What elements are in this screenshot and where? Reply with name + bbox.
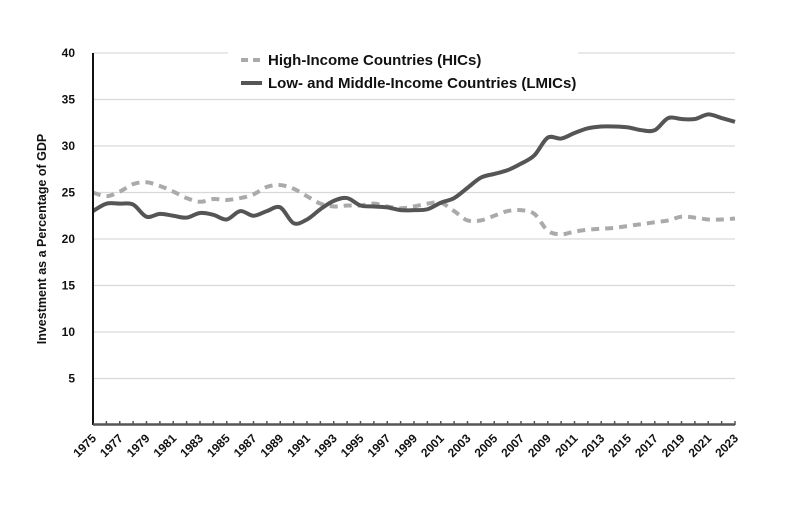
x-tick-label: 2019 (659, 431, 688, 460)
x-tick-label: 1979 (124, 431, 153, 460)
x-tick-label: 1991 (284, 431, 313, 460)
x-tick-label: 1987 (231, 431, 260, 460)
x-tick-label: 1993 (311, 431, 340, 460)
x-tick-label: 1977 (97, 431, 126, 460)
y-tick-labels: 5 10 15 20 25 30 35 40 (62, 46, 76, 386)
gridlines (93, 52, 735, 380)
legend-label-hics: High-Income Countries (HICs) (268, 52, 481, 69)
y-tick-label: 40 (62, 46, 76, 60)
x-tick-label: 2005 (472, 431, 501, 460)
x-tick-label: 2015 (605, 431, 634, 460)
x-tick-label: 2013 (579, 431, 608, 460)
x-tick-label: 2023 (712, 431, 741, 460)
x-tick-label: 1997 (365, 431, 394, 460)
x-tick-label: 1981 (151, 431, 180, 460)
x-tick-label: 1999 (391, 431, 420, 460)
x-tick-label: 1975 (70, 431, 99, 460)
x-tick-label: 1995 (338, 431, 367, 460)
y-tick-label: 25 (62, 186, 76, 200)
x-tick-label: 2017 (632, 431, 661, 460)
series-lines (91, 112, 736, 237)
x-tick-label: 2011 (552, 431, 581, 460)
legend-background (228, 44, 578, 96)
x-tick-label: 1983 (177, 431, 206, 460)
x-tick-label: 2003 (445, 431, 474, 460)
x-tick-label: 1989 (258, 431, 287, 460)
y-axis-label: Investment as a Percentage of GDP (35, 134, 49, 345)
y-tick-label: 10 (62, 325, 76, 339)
x-tick-label: 1985 (204, 431, 233, 460)
x-tick-label: 2007 (498, 431, 527, 460)
y-tick-label: 20 (62, 232, 76, 246)
y-tick-label: 35 (62, 93, 76, 107)
x-tick-label: 2021 (686, 431, 715, 460)
x-tick-label: 2001 (418, 431, 447, 460)
legend-label-lmics: Low- and Middle-Income Countries (LMICs) (268, 75, 576, 92)
x-tick-labels: 1975197719791981198319851987198919911993… (70, 421, 741, 460)
legend: High-Income Countries (HICs) Low- and Mi… (228, 44, 578, 96)
y-tick-label: 15 (62, 279, 76, 293)
y-tick-label: 30 (62, 139, 76, 153)
x-tick-label: 2009 (525, 431, 554, 460)
y-tick-label: 5 (68, 372, 75, 386)
